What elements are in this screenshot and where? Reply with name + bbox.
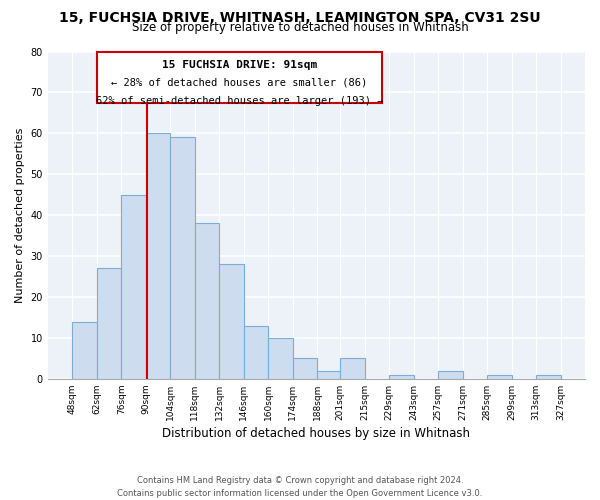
Bar <box>293 358 317 379</box>
Bar <box>146 134 170 379</box>
Y-axis label: Number of detached properties: Number of detached properties <box>15 128 25 303</box>
Bar <box>487 374 512 379</box>
Bar <box>72 322 97 379</box>
Bar <box>389 374 413 379</box>
Text: ← 28% of detached houses are smaller (86): ← 28% of detached houses are smaller (86… <box>111 78 368 88</box>
Bar <box>121 194 146 379</box>
Bar <box>244 326 268 379</box>
Bar <box>340 358 365 379</box>
FancyBboxPatch shape <box>97 52 382 102</box>
Bar <box>438 370 463 379</box>
Text: Contains HM Land Registry data © Crown copyright and database right 2024.
Contai: Contains HM Land Registry data © Crown c… <box>118 476 482 498</box>
Bar <box>268 338 293 379</box>
Bar <box>219 264 244 379</box>
Text: 62% of semi-detached houses are larger (193) →: 62% of semi-detached houses are larger (… <box>95 96 383 106</box>
Text: 15 FUCHSIA DRIVE: 91sqm: 15 FUCHSIA DRIVE: 91sqm <box>162 60 317 70</box>
Text: Size of property relative to detached houses in Whitnash: Size of property relative to detached ho… <box>131 22 469 35</box>
X-axis label: Distribution of detached houses by size in Whitnash: Distribution of detached houses by size … <box>163 427 470 440</box>
Bar <box>97 268 121 379</box>
Text: 15, FUCHSIA DRIVE, WHITNASH, LEAMINGTON SPA, CV31 2SU: 15, FUCHSIA DRIVE, WHITNASH, LEAMINGTON … <box>59 11 541 25</box>
Bar <box>170 138 195 379</box>
Bar <box>317 370 340 379</box>
Bar <box>195 224 219 379</box>
Bar <box>536 374 560 379</box>
